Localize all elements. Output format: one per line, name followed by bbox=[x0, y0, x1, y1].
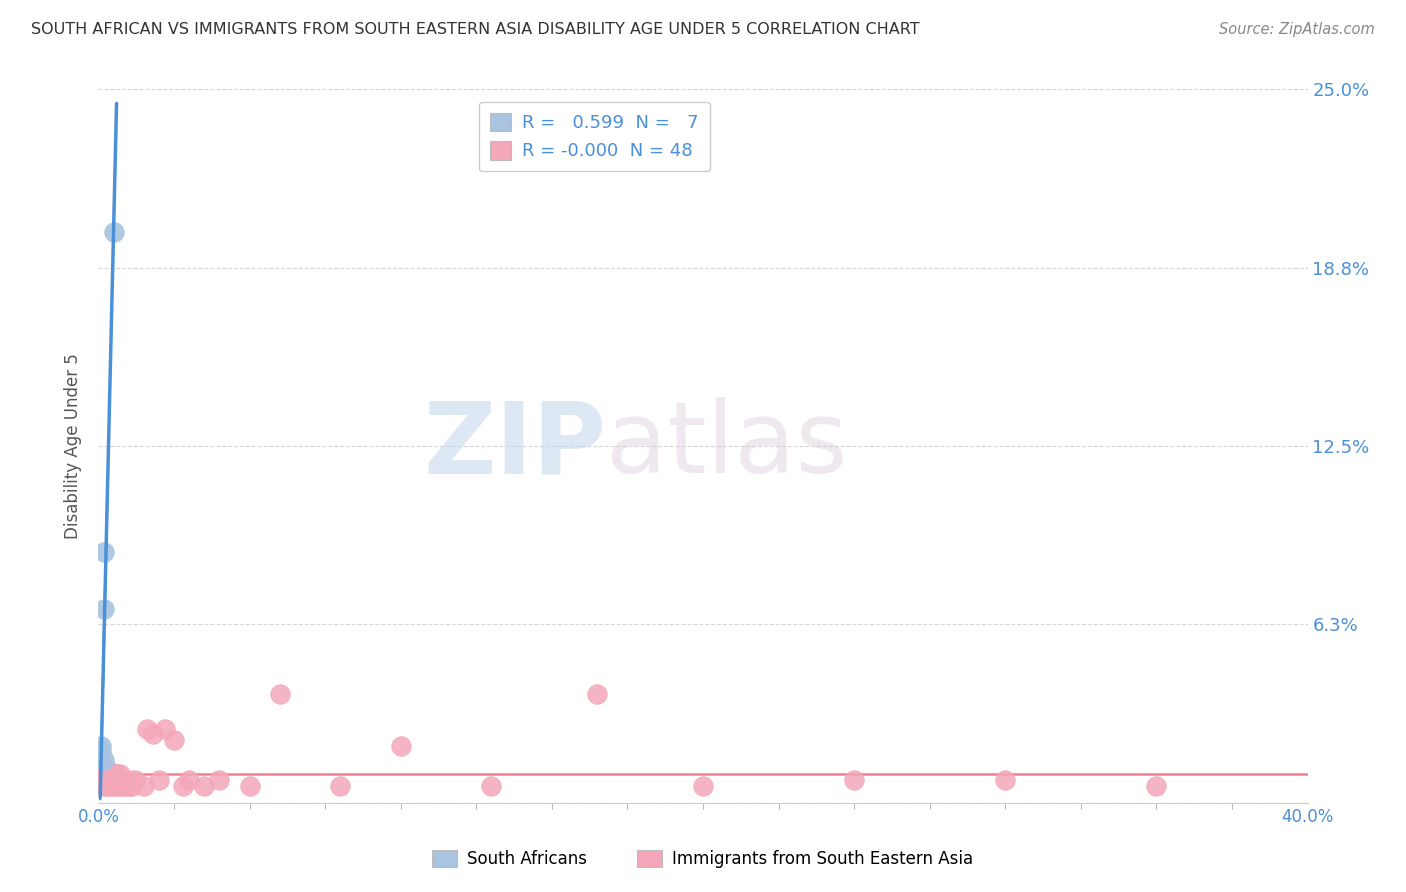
Point bbox=[105, 767, 128, 781]
Point bbox=[132, 779, 155, 793]
Point bbox=[100, 779, 122, 793]
Y-axis label: Disability Age Under 5: Disability Age Under 5 bbox=[65, 353, 83, 539]
Point bbox=[103, 772, 125, 787]
Point bbox=[142, 727, 165, 741]
Point bbox=[90, 767, 112, 781]
Point bbox=[90, 739, 112, 753]
Text: ZIP: ZIP bbox=[423, 398, 606, 494]
Point bbox=[93, 601, 115, 615]
Point bbox=[135, 722, 157, 736]
Point bbox=[172, 779, 194, 793]
Text: SOUTH AFRICAN VS IMMIGRANTS FROM SOUTH EASTERN ASIA DISABILITY AGE UNDER 5 CORRE: SOUTH AFRICAN VS IMMIGRANTS FROM SOUTH E… bbox=[31, 22, 920, 37]
Point bbox=[163, 733, 186, 747]
Point bbox=[111, 772, 134, 787]
Point bbox=[103, 225, 125, 239]
Point bbox=[114, 779, 136, 793]
Point bbox=[193, 779, 215, 793]
Point bbox=[100, 767, 122, 781]
Point bbox=[90, 753, 112, 767]
Point bbox=[692, 779, 714, 793]
Legend: R =   0.599  N =   7, R = -0.000  N = 48: R = 0.599 N = 7, R = -0.000 N = 48 bbox=[479, 102, 710, 171]
Point bbox=[90, 762, 112, 776]
Point bbox=[148, 772, 170, 787]
Point bbox=[105, 779, 128, 793]
Point bbox=[1144, 779, 1167, 793]
Point bbox=[93, 767, 115, 781]
Point bbox=[108, 779, 131, 793]
Point bbox=[269, 687, 291, 701]
Point bbox=[208, 772, 231, 787]
Point bbox=[93, 772, 115, 787]
Point bbox=[121, 779, 143, 793]
Point bbox=[239, 779, 262, 793]
Point bbox=[96, 779, 118, 793]
Point bbox=[994, 772, 1017, 787]
Point bbox=[844, 772, 866, 787]
Point bbox=[329, 779, 352, 793]
Point bbox=[103, 767, 125, 781]
Point bbox=[179, 772, 201, 787]
Point bbox=[96, 772, 118, 787]
Point bbox=[118, 779, 141, 793]
Point bbox=[586, 687, 609, 701]
Point bbox=[93, 762, 115, 776]
Point bbox=[93, 753, 115, 767]
Point bbox=[96, 762, 118, 776]
Legend: South Africans, Immigrants from South Eastern Asia: South Africans, Immigrants from South Ea… bbox=[426, 843, 980, 875]
Text: atlas: atlas bbox=[606, 398, 848, 494]
Point bbox=[389, 739, 412, 753]
Point bbox=[93, 779, 115, 793]
Point bbox=[90, 744, 112, 758]
Point bbox=[153, 722, 176, 736]
Point bbox=[93, 544, 115, 558]
Point bbox=[90, 753, 112, 767]
Point bbox=[96, 767, 118, 781]
Point bbox=[118, 772, 141, 787]
Point bbox=[108, 767, 131, 781]
Point bbox=[103, 779, 125, 793]
Text: Source: ZipAtlas.com: Source: ZipAtlas.com bbox=[1219, 22, 1375, 37]
Point bbox=[124, 772, 146, 787]
Point bbox=[90, 772, 112, 787]
Point bbox=[111, 779, 134, 793]
Point bbox=[481, 779, 503, 793]
